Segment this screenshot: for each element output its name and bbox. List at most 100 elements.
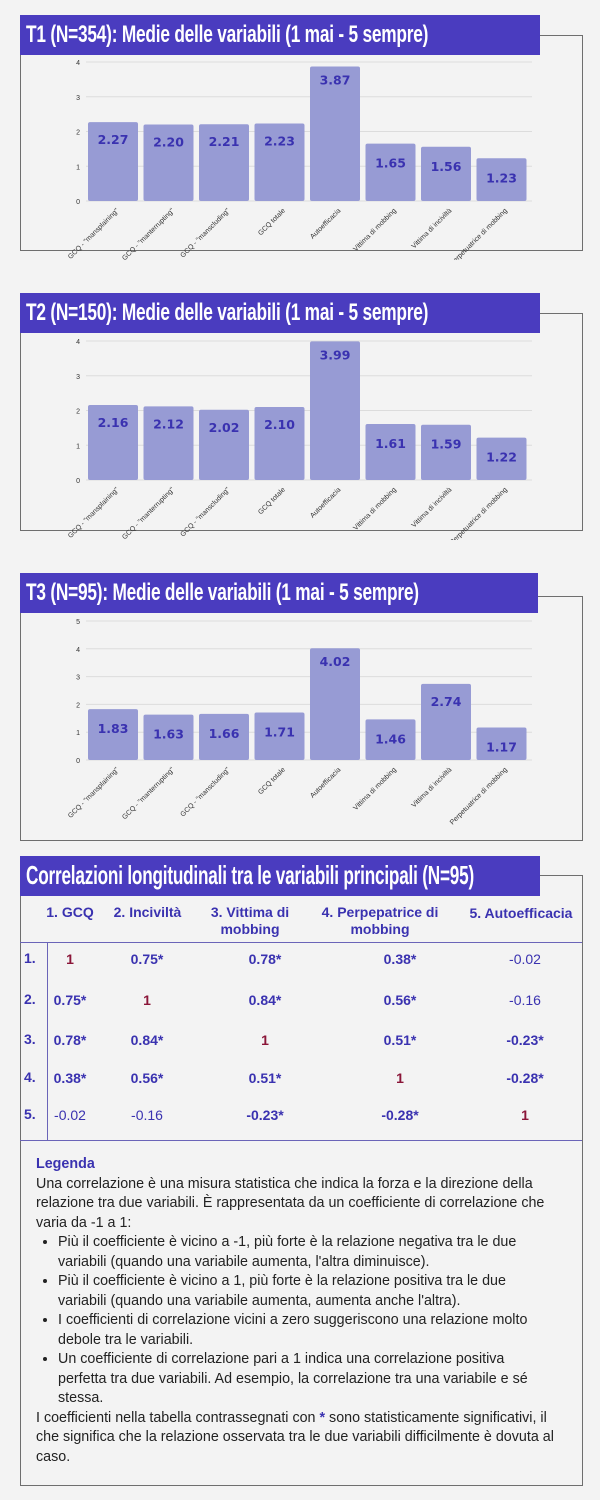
table-cell: 0.56* bbox=[383, 992, 417, 1008]
x-tick-label: GCQ totale bbox=[257, 766, 287, 796]
chart2-frame bbox=[20, 313, 583, 531]
bar-value-label: 1.56 bbox=[431, 159, 462, 174]
legend-item: Un coefficiente di correlazione pari a 1… bbox=[58, 1350, 556, 1409]
legend-outro-text: I coefficienti nella tabella contrassegn… bbox=[36, 1409, 316, 1426]
bar bbox=[143, 124, 194, 201]
table-divider bbox=[20, 1140, 582, 1141]
y-tick-label: 2 bbox=[76, 409, 80, 416]
table-frame-top bbox=[538, 875, 582, 876]
table-cell: 1 bbox=[143, 992, 151, 1008]
bar bbox=[365, 143, 416, 201]
x-tick-label: Perpetuatrice di mobbing bbox=[449, 766, 509, 826]
bar-value-label: 1.71 bbox=[264, 724, 295, 739]
bar bbox=[88, 404, 138, 480]
table-cell: 1 bbox=[66, 951, 74, 967]
col-header: 5. Autoefficacia bbox=[469, 905, 573, 921]
legend-intro: Una correlazione è una misura statistica… bbox=[36, 1175, 545, 1231]
row-label: 5. bbox=[24, 1106, 36, 1122]
chart1-frame bbox=[20, 35, 583, 251]
x-tick-label: Autoefficacia bbox=[309, 766, 342, 799]
bar-value-label: 1.23 bbox=[486, 170, 517, 185]
bar bbox=[254, 712, 305, 760]
row-label: 4. bbox=[24, 1069, 36, 1085]
table-cell: 0.51* bbox=[248, 1070, 282, 1086]
col-header: 1. GCQ bbox=[46, 904, 94, 920]
table-cell: 0.75* bbox=[130, 951, 164, 967]
table-title: Correlazioni longitudinali tra le variab… bbox=[26, 860, 475, 890]
chart-frame-top bbox=[520, 35, 582, 36]
bar bbox=[199, 713, 249, 760]
bar-value-label: 1.63 bbox=[153, 727, 184, 742]
table-cell: 1 bbox=[521, 1107, 529, 1123]
table-cell: -0.16 bbox=[509, 992, 541, 1008]
table-frame bbox=[20, 875, 583, 1486]
bar-value-label: 4.02 bbox=[320, 654, 351, 669]
y-tick-label: 2 bbox=[76, 702, 80, 709]
bar bbox=[310, 66, 360, 201]
bar bbox=[476, 727, 527, 760]
table-cell: 0.56* bbox=[130, 1070, 164, 1086]
chart3-frame bbox=[20, 596, 583, 841]
y-tick-label: 0 bbox=[76, 758, 80, 765]
bar bbox=[199, 409, 249, 480]
legend-list: Più il coefficiente è vicino a -1, più f… bbox=[36, 1233, 556, 1409]
bar bbox=[421, 424, 471, 480]
x-tick-label: Vittima di inciviltà bbox=[411, 766, 454, 809]
table-cell: 0.84* bbox=[248, 992, 282, 1008]
bar-value-label: 1.46 bbox=[375, 731, 406, 746]
y-tick-label: 1 bbox=[76, 164, 80, 171]
bar bbox=[143, 406, 194, 480]
bar bbox=[199, 124, 249, 201]
table-cell: 1 bbox=[261, 1032, 269, 1048]
row-label: 3. bbox=[24, 1031, 36, 1047]
bar bbox=[365, 719, 416, 760]
chart3-header: T3 (N=95): Medie delle variabili (1 mai … bbox=[20, 573, 538, 613]
bar bbox=[254, 407, 305, 480]
chart-frame-top bbox=[538, 596, 582, 597]
table-cell: -0.23* bbox=[506, 1032, 544, 1048]
table-divider bbox=[47, 943, 48, 1140]
table-cell: 0.38* bbox=[53, 1070, 87, 1086]
legend-item: Più il coefficiente è vicino a 1, più fo… bbox=[58, 1272, 556, 1311]
y-tick-label: 3 bbox=[76, 95, 80, 102]
table-cell: 0.51* bbox=[383, 1032, 417, 1048]
bar bbox=[310, 648, 360, 760]
y-tick-label: 4 bbox=[76, 60, 80, 67]
legend: Legenda Una correlazione è una misura st… bbox=[36, 1155, 556, 1467]
x-tick-label: GCQ - "mansplaining" bbox=[67, 766, 121, 820]
bar-value-label: 2.12 bbox=[153, 416, 184, 431]
table-cell: -0.02 bbox=[54, 1107, 86, 1123]
chart3-title: T3 (N=95): Medie delle variabili (1 mai … bbox=[26, 579, 419, 606]
chart3: 0 1 2 3 4 5 1.83 GCQ - "mansplaining" 1.63 GCQ - … bbox=[67, 619, 532, 826]
table-cell: 0.78* bbox=[53, 1032, 87, 1048]
chart1-header: T1 (N=354): Medie delle variabili (1 mai… bbox=[20, 15, 540, 55]
col-header: 3. Vittima di mobbing bbox=[210, 904, 290, 937]
bar-value-label: 2.20 bbox=[153, 135, 184, 150]
table-cell: -0.28* bbox=[506, 1070, 544, 1086]
bar-value-label: 1.83 bbox=[98, 721, 129, 736]
table-cell: -0.02 bbox=[509, 951, 541, 967]
bar-value-label: 2.16 bbox=[98, 415, 129, 430]
bar-value-label: 2.10 bbox=[264, 417, 295, 432]
chart2-title: T2 (N=150): Medie delle variabili (1 mai… bbox=[26, 299, 429, 326]
bar-value-label: 2.21 bbox=[209, 134, 240, 149]
bar bbox=[88, 709, 138, 760]
significance-star: * bbox=[319, 1409, 326, 1426]
table-cell: -0.16 bbox=[131, 1107, 163, 1123]
table-cell: 0.38* bbox=[383, 951, 417, 967]
chart-frame-top bbox=[520, 313, 582, 314]
bar bbox=[310, 341, 360, 480]
y-tick-label: 4 bbox=[76, 647, 80, 654]
bar bbox=[365, 424, 416, 480]
legend-outro-text: sono statisticamente significativi, il c… bbox=[36, 1409, 554, 1465]
bar-value-label: 1.65 bbox=[375, 156, 406, 171]
legend-item: I coefficienti di correlazione vicini a … bbox=[58, 1311, 556, 1350]
col-header: 4. Perpepatrice di mobbing bbox=[321, 904, 439, 937]
bar-value-label: 1.59 bbox=[431, 437, 462, 452]
y-tick-label: 4 bbox=[76, 339, 80, 346]
row-label: 2. bbox=[24, 991, 36, 1007]
y-tick-label: 0 bbox=[76, 478, 80, 485]
